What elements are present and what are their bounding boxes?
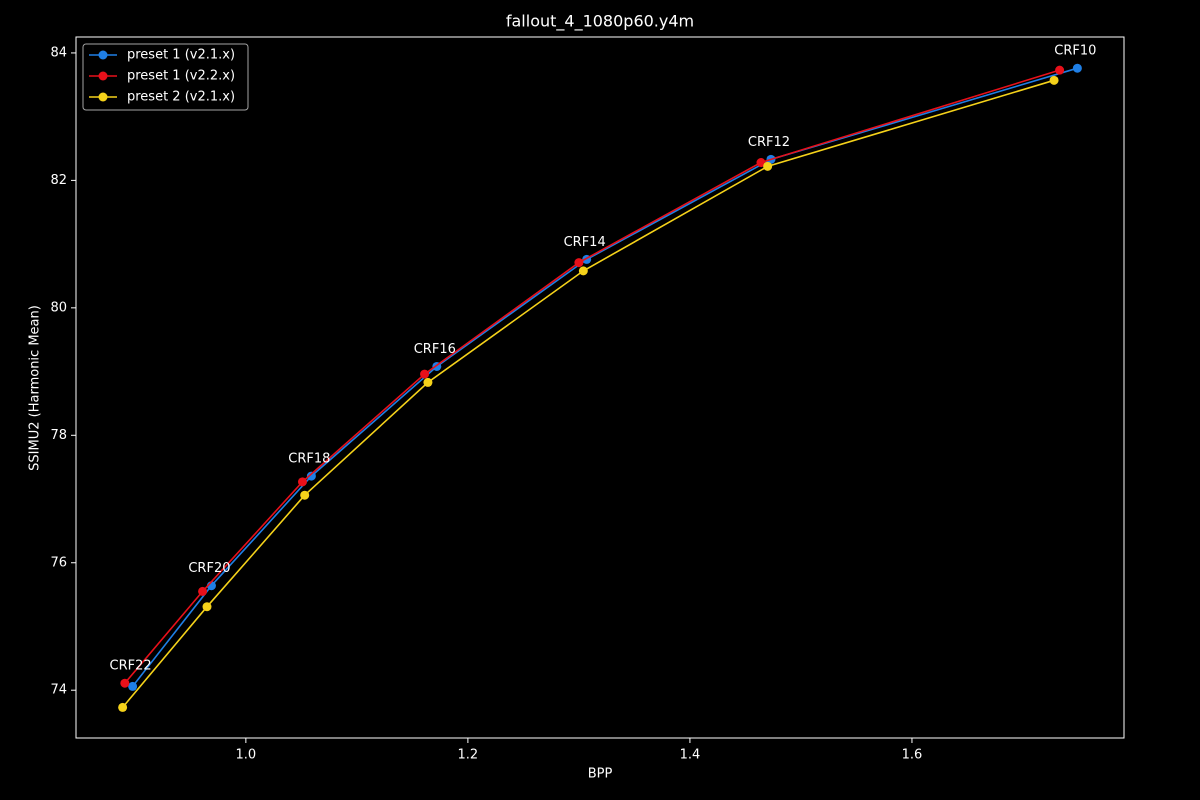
annotation: CRF20 — [188, 561, 230, 576]
annotation: CRF16 — [414, 342, 456, 357]
data-point — [1049, 75, 1059, 85]
x-tick-label: 1.6 — [902, 748, 923, 763]
annotation: CRF18 — [288, 452, 330, 467]
y-axis-label: SSIMU2 (Harmonic Mean) — [28, 305, 43, 471]
x-tick-label: 1.0 — [236, 748, 257, 763]
data-point — [118, 702, 128, 712]
data-point — [1072, 63, 1082, 73]
data-point — [756, 158, 766, 168]
plot-area — [75, 36, 1125, 739]
y-tick-label: 84 — [50, 45, 67, 60]
legend-marker — [98, 50, 108, 60]
y-tick-label: 74 — [50, 683, 67, 698]
data-point — [300, 490, 310, 500]
y-tick-label: 80 — [50, 300, 67, 315]
legend-label: preset 2 (v2.1.x) — [127, 90, 235, 105]
data-point — [420, 369, 430, 379]
x-axis-label: BPP — [588, 767, 613, 782]
y-tick-label: 82 — [50, 173, 67, 188]
legend-label: preset 1 (v2.1.x) — [127, 48, 235, 63]
annotation: CRF22 — [110, 659, 152, 674]
data-point — [763, 161, 773, 171]
data-point — [120, 678, 130, 688]
data-point — [306, 471, 316, 481]
legend-box — [82, 43, 249, 111]
y-tick-label: 76 — [50, 555, 67, 570]
data-point — [202, 602, 212, 612]
x-tick-label: 1.4 — [680, 748, 701, 763]
y-tick-label: 78 — [50, 428, 67, 443]
legend-marker — [98, 71, 108, 81]
data-point — [423, 377, 433, 387]
annotation: CRF10 — [1054, 44, 1096, 59]
series-line — [124, 69, 1060, 684]
data-point — [198, 586, 208, 596]
series-line — [131, 67, 1078, 687]
data-point — [297, 477, 307, 487]
data-point — [574, 258, 584, 268]
x-tick-label: 1.2 — [458, 748, 479, 763]
data-point — [578, 266, 588, 276]
chart-title: fallout_4_1080p60.y4m — [506, 12, 694, 32]
legend-label: preset 1 (v2.2.x) — [127, 69, 235, 84]
data-point — [128, 681, 138, 691]
series-line — [121, 79, 1055, 708]
legend: preset 1 (v2.1.x) preset 1 (v2.2.x) preset… — [82, 43, 249, 111]
data-point — [1055, 65, 1065, 75]
annotation: CRF12 — [748, 135, 790, 150]
legend-marker — [98, 92, 108, 102]
annotation: CRF14 — [564, 235, 606, 250]
